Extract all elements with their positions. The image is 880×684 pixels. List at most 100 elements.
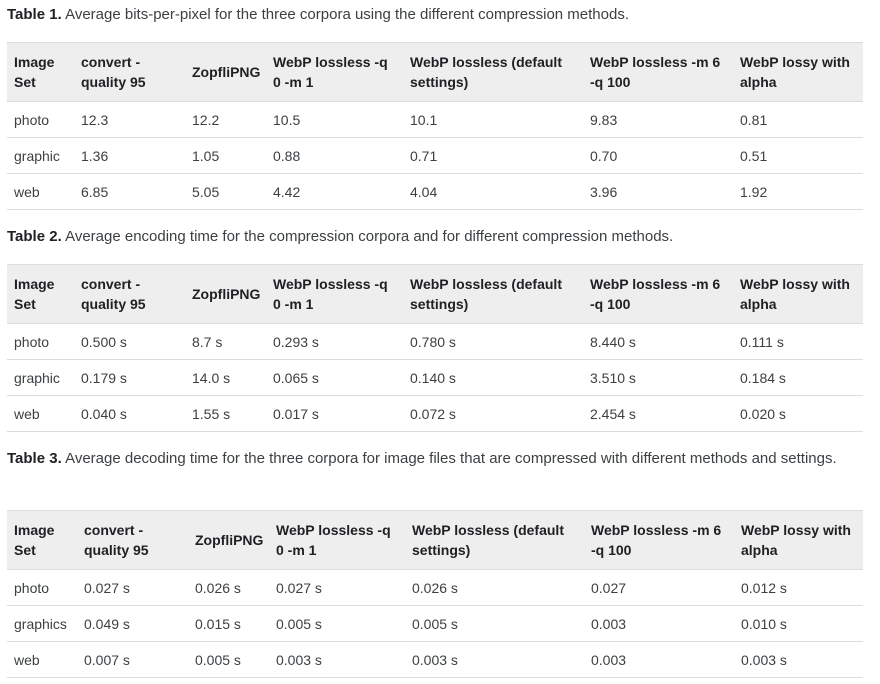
- column-header-image-set: Image Set: [7, 510, 77, 570]
- column-header-zopflipng: ZopfliPNG: [188, 510, 269, 570]
- table-cell: 9.83: [583, 101, 733, 138]
- table-header-row: Image Set convert -quality 95 ZopfliPNG …: [7, 42, 863, 102]
- table-cell: 0.003: [584, 605, 734, 642]
- table-1-caption-label: Table 1.: [7, 6, 62, 23]
- table-cell: 0.007 s: [77, 641, 188, 678]
- table-3-caption-text: Average decoding time for the three corp…: [61, 450, 837, 467]
- table-cell: 0.005 s: [405, 605, 584, 642]
- table-row: web 0.040 s 1.55 s 0.017 s 0.072 s 2.454…: [7, 395, 863, 432]
- table-cell: web: [7, 641, 77, 678]
- table-cell: 12.3: [74, 101, 185, 138]
- table-cell: 0.017 s: [266, 395, 403, 432]
- table-header-row: Image Set convert -quality 95 ZopfliPNG …: [7, 264, 863, 324]
- table-row: photo 0.027 s 0.026 s 0.027 s 0.026 s 0.…: [7, 569, 863, 606]
- table-cell: 0.88: [266, 137, 403, 174]
- table-cell: 0.51: [733, 137, 863, 174]
- column-header-webp-lossless-q0-m1: WebP lossless -q 0 -m 1: [266, 264, 403, 324]
- table-cell: 0.111 s: [733, 323, 863, 360]
- table-cell: graphic: [7, 359, 74, 396]
- table-cell: photo: [7, 101, 74, 138]
- table-cell: 0.81: [733, 101, 863, 138]
- column-header-convert: convert -quality 95: [74, 42, 185, 102]
- table-3-caption: Table 3. Average decoding time for the t…: [7, 448, 852, 470]
- table-cell: web: [7, 395, 74, 432]
- column-header-zopflipng: ZopfliPNG: [185, 42, 266, 102]
- table-header-row: Image Set convert -quality 95 ZopfliPNG …: [7, 510, 863, 570]
- column-header-image-set: Image Set: [7, 264, 74, 324]
- table-cell: 4.42: [266, 173, 403, 210]
- column-header-webp-lossless-q0-m1: WebP lossless -q 0 -m 1: [266, 42, 403, 102]
- column-header-webp-lossy-alpha: WebP lossy with alpha: [734, 510, 863, 570]
- table-cell: 0.500 s: [74, 323, 185, 360]
- table-cell: 0.293 s: [266, 323, 403, 360]
- table-cell: 5.05: [185, 173, 266, 210]
- table-cell: 8.7 s: [185, 323, 266, 360]
- table-cell: 2.454 s: [583, 395, 733, 432]
- table-cell: 1.05: [185, 137, 266, 174]
- table-cell: graphics: [7, 605, 77, 642]
- table-3: Image Set convert -quality 95 ZopfliPNG …: [7, 510, 863, 678]
- table-2-caption-text: Average encoding time for the compressio…: [61, 228, 674, 245]
- column-header-webp-lossless-default: WebP lossless (default settings): [403, 42, 583, 102]
- table-cell: 0.049 s: [77, 605, 188, 642]
- table-cell: 14.0 s: [185, 359, 266, 396]
- table-cell: 1.55 s: [185, 395, 266, 432]
- table-cell: 0.010 s: [734, 605, 863, 642]
- table-cell: graphic: [7, 137, 74, 174]
- table-2-caption: Table 2. Average encoding time for the c…: [7, 226, 852, 248]
- table-1-caption: Table 1. Average bits-per-pixel for the …: [7, 4, 852, 26]
- table-cell: 0.005 s: [188, 641, 269, 678]
- column-header-webp-lossless-m6-q100: WebP lossless -m 6 -q 100: [583, 264, 733, 324]
- table-cell: 0.003: [584, 641, 734, 678]
- column-header-image-set: Image Set: [7, 42, 74, 102]
- table-cell: photo: [7, 323, 74, 360]
- table-cell: 0.003 s: [405, 641, 584, 678]
- table-row: photo 0.500 s 8.7 s 0.293 s 0.780 s 8.44…: [7, 323, 863, 360]
- column-header-webp-lossless-q0-m1: WebP lossless -q 0 -m 1: [269, 510, 405, 570]
- column-header-zopflipng: ZopfliPNG: [185, 264, 266, 324]
- table-1-caption-text: Average bits-per-pixel for the three cor…: [61, 6, 630, 23]
- table-cell: 8.440 s: [583, 323, 733, 360]
- table-cell: 0.184 s: [733, 359, 863, 396]
- table-cell: 0.072 s: [403, 395, 583, 432]
- table-cell: 0.003 s: [269, 641, 405, 678]
- table-cell: 0.027: [584, 569, 734, 606]
- table-2-caption-label: Table 2.: [7, 228, 62, 245]
- table-cell: 10.5: [266, 101, 403, 138]
- table-cell: photo: [7, 569, 77, 606]
- table-cell: 0.027 s: [269, 569, 405, 606]
- table-cell: 0.179 s: [74, 359, 185, 396]
- table-cell: 0.027 s: [77, 569, 188, 606]
- table-row: graphic 0.179 s 14.0 s 0.065 s 0.140 s 3…: [7, 359, 863, 396]
- table-cell: 0.70: [583, 137, 733, 174]
- table-cell: 0.71: [403, 137, 583, 174]
- table-3-caption-label: Table 3.: [7, 450, 62, 467]
- table-cell: 0.003 s: [734, 641, 863, 678]
- table-row: web 6.85 5.05 4.42 4.04 3.96 1.92: [7, 173, 863, 210]
- table-cell: 0.040 s: [74, 395, 185, 432]
- table-cell: 12.2: [185, 101, 266, 138]
- column-header-convert: convert -quality 95: [77, 510, 188, 570]
- column-header-webp-lossless-m6-q100: WebP lossless -m 6 -q 100: [583, 42, 733, 102]
- table-cell: 1.92: [733, 173, 863, 210]
- table-cell: 0.780 s: [403, 323, 583, 360]
- table-cell: 0.015 s: [188, 605, 269, 642]
- table-cell: 10.1: [403, 101, 583, 138]
- table-cell: 0.020 s: [733, 395, 863, 432]
- table-cell: 4.04: [403, 173, 583, 210]
- table-cell: 0.065 s: [266, 359, 403, 396]
- table-cell: 0.012 s: [734, 569, 863, 606]
- column-header-webp-lossless-m6-q100: WebP lossless -m 6 -q 100: [584, 510, 734, 570]
- table-cell: 0.140 s: [403, 359, 583, 396]
- column-header-webp-lossless-default: WebP lossless (default settings): [403, 264, 583, 324]
- table-row: graphic 1.36 1.05 0.88 0.71 0.70 0.51: [7, 137, 863, 174]
- table-cell: 0.026 s: [405, 569, 584, 606]
- table-cell: 6.85: [74, 173, 185, 210]
- table-row: photo 12.3 12.2 10.5 10.1 9.83 0.81: [7, 101, 863, 138]
- column-header-convert: convert -quality 95: [74, 264, 185, 324]
- table-row: web 0.007 s 0.005 s 0.003 s 0.003 s 0.00…: [7, 641, 863, 678]
- table-cell: 3.96: [583, 173, 733, 210]
- table-1: Image Set convert -quality 95 ZopfliPNG …: [7, 42, 863, 210]
- table-cell: web: [7, 173, 74, 210]
